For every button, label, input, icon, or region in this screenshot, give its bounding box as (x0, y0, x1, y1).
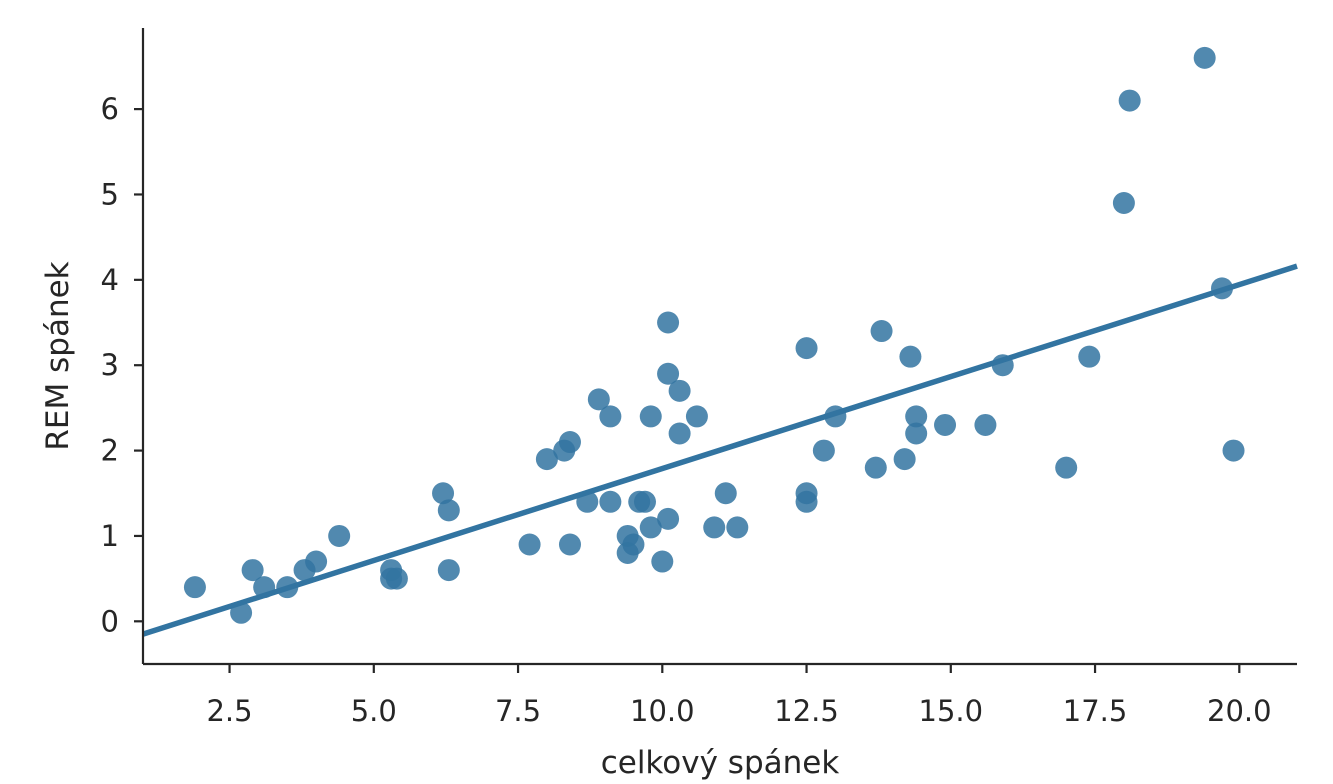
data-point (1055, 456, 1078, 479)
x-tick-label: 17.5 (1063, 694, 1128, 728)
data-point (657, 362, 680, 385)
x-tick-label: 15.0 (919, 694, 984, 728)
y-tick-label: 4 (101, 263, 119, 297)
data-point (1118, 89, 1141, 112)
x-tick-label: 7.5 (495, 694, 541, 728)
y-tick-label: 0 (101, 604, 119, 638)
data-point (432, 482, 455, 505)
data-point (1193, 46, 1216, 69)
data-point (657, 507, 680, 530)
axes-layer (141, 28, 1297, 666)
data-point (558, 533, 581, 556)
y-axis-label: REM spánek (40, 261, 76, 450)
data-point (651, 550, 674, 573)
data-point (668, 379, 691, 402)
data-point (974, 413, 997, 436)
x-ticks: 2.5 5.0 7.5 10.0 12.5 15.0 17.5 20.0 (206, 664, 1272, 728)
data-point (726, 516, 749, 539)
data-point (587, 388, 610, 411)
data-point (535, 448, 558, 471)
data-point (1078, 345, 1101, 368)
x-tick-label: 5.0 (351, 694, 397, 728)
y-ticks: 0 1 2 3 4 5 6 (101, 92, 143, 638)
data-point (703, 516, 726, 539)
data-point (558, 431, 581, 454)
data-point (599, 490, 622, 513)
data-point (812, 439, 835, 462)
x-tick-label: 12.5 (774, 694, 839, 728)
data-point (385, 567, 408, 590)
data-point (622, 533, 645, 556)
data-point (1222, 439, 1245, 462)
data-point (668, 422, 691, 445)
points-layer (183, 46, 1245, 624)
y-tick-label: 3 (101, 348, 119, 382)
data-point (685, 405, 708, 428)
data-point (899, 345, 922, 368)
data-point (1112, 192, 1135, 215)
data-point (633, 490, 656, 513)
x-tick-label: 10.0 (630, 694, 695, 728)
data-point (934, 413, 957, 436)
data-point (437, 499, 460, 522)
data-point (893, 448, 916, 471)
data-point (905, 422, 928, 445)
regression-line-layer (142, 263, 1298, 637)
x-tick-label: 20.0 (1207, 694, 1272, 728)
data-point (639, 405, 662, 428)
data-point (870, 320, 893, 343)
data-point (241, 559, 264, 582)
data-point (437, 559, 460, 582)
data-point (305, 550, 328, 573)
data-point (714, 482, 737, 505)
y-tick-label: 6 (101, 92, 119, 126)
y-tick-label: 1 (101, 519, 119, 553)
data-point (795, 337, 818, 360)
x-tick-label: 2.5 (206, 694, 252, 728)
regression-line (142, 263, 1298, 637)
data-point (657, 311, 680, 334)
x-axis-label: celkový spánek (601, 745, 840, 781)
data-point (328, 524, 351, 547)
data-point (864, 456, 887, 479)
y-tick-label: 5 (101, 177, 119, 211)
data-point (183, 576, 206, 599)
data-point (639, 516, 662, 539)
y-tick-label: 2 (101, 434, 119, 468)
data-point (599, 405, 622, 428)
data-point (518, 533, 541, 556)
data-point (905, 405, 928, 428)
data-point (795, 490, 818, 513)
